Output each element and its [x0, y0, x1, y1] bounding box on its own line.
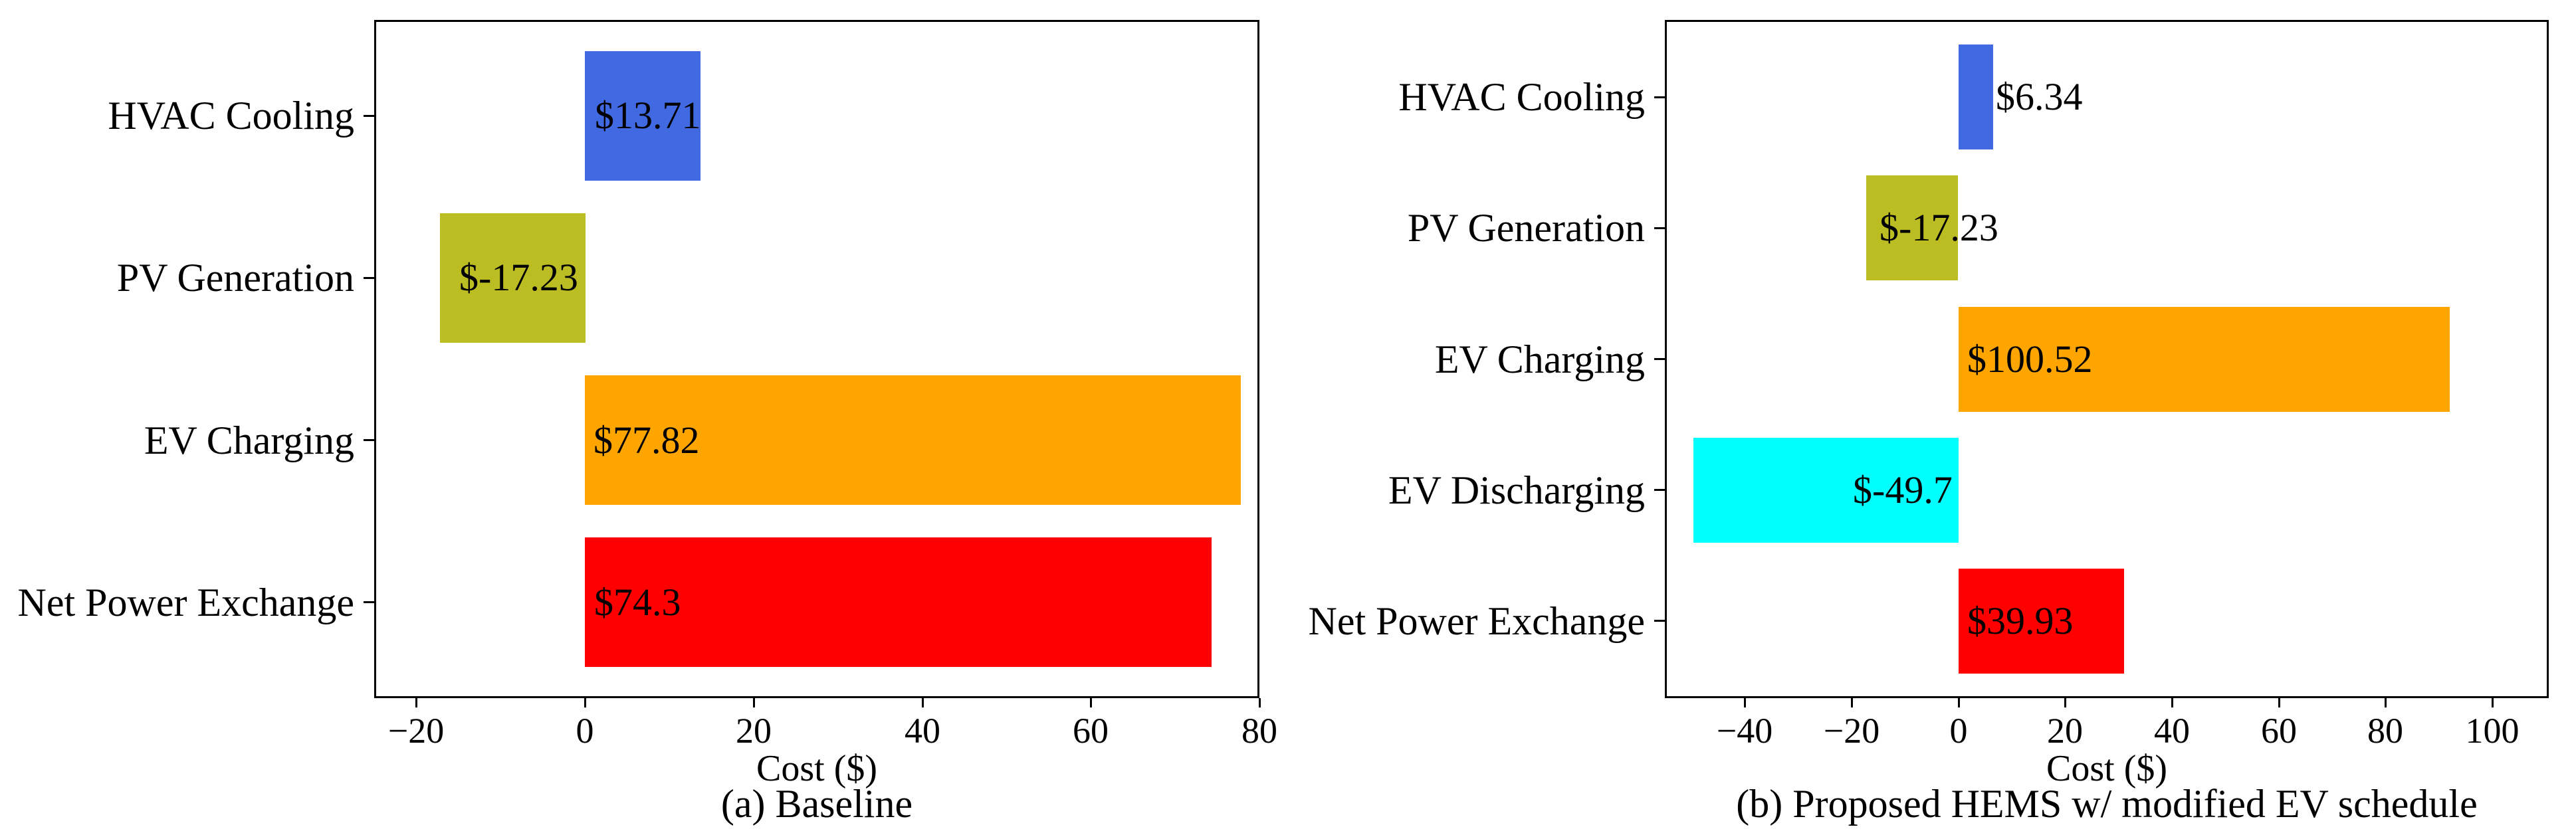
y-category-label: PV Generation: [116, 256, 354, 300]
bar-value-label: $-17.23: [1879, 206, 1998, 250]
bar-pv-generation: [439, 213, 586, 343]
x-tick-label: 40: [2154, 711, 2190, 751]
x-tick-mark: [1089, 698, 1092, 707]
y-tick-mark: [1654, 96, 1665, 98]
y-category-label: EV Charging: [144, 418, 354, 462]
chart-caption-baseline: (a) Baseline: [720, 782, 913, 826]
y-tick-mark: [364, 439, 374, 442]
y-category-label: HVAC Cooling: [108, 94, 354, 138]
y-category-label: EV Charging: [1434, 337, 1645, 381]
y-category-label: Net Power Exchange: [17, 580, 354, 624]
x-tick-label: 20: [736, 711, 772, 751]
x-tick-mark: [2278, 698, 2280, 707]
y-tick-mark: [364, 276, 374, 279]
x-tick-label: 40: [905, 711, 940, 751]
x-tick-mark: [752, 698, 755, 707]
bar-net-power-exchange: [585, 537, 1212, 667]
x-tick-label: −20: [387, 711, 445, 751]
bar-value-label: $-49.7: [1853, 468, 1953, 512]
axes-box-chart-0: [374, 20, 1259, 698]
x-tick-mark: [1743, 698, 1746, 707]
y-category-label: Net Power Exchange: [1308, 599, 1645, 643]
x-tick-label: −20: [1823, 711, 1880, 751]
x-tick-mark: [415, 698, 417, 707]
bar-value-label: $-17.23: [459, 256, 578, 300]
bar-ev-charging: [1958, 307, 2450, 412]
x-tick-label: 80: [1241, 711, 1277, 751]
y-tick-mark: [1654, 620, 1665, 622]
y-tick-mark: [364, 114, 374, 117]
bar-ev-charging: [585, 375, 1241, 505]
bar-value-label: $77.82: [593, 418, 700, 462]
bar-value-label: $39.93: [1967, 599, 2074, 642]
x-tick-label: 60: [2261, 711, 2297, 751]
y-category-label: HVAC Cooling: [1398, 75, 1645, 120]
bar-hvac-cooling: [1958, 45, 1993, 149]
y-tick-mark: [1654, 227, 1665, 229]
x-tick-mark: [1850, 698, 1853, 707]
y-category-label: EV Discharging: [1388, 468, 1645, 512]
x-tick-label: 80: [2367, 711, 2403, 751]
bar-hvac-cooling: [585, 51, 701, 181]
x-tick-label: −40: [1716, 711, 1773, 751]
x-tick-label: 0: [576, 711, 594, 751]
x-tick-label: 100: [2465, 711, 2520, 751]
x-tick-label: 0: [1949, 711, 1968, 751]
x-tick-mark: [584, 698, 586, 707]
x-tick-mark: [2171, 698, 2173, 707]
x-axis-label-baseline: Cost ($): [756, 748, 877, 789]
x-axis-label-proposed: Cost ($): [2046, 748, 2167, 789]
bar-net-power-exchange: [1958, 569, 2124, 674]
y-category-label: PV Generation: [1407, 206, 1645, 250]
x-tick-mark: [2064, 698, 2066, 707]
y-tick-mark: [364, 601, 374, 604]
x-tick-label: 20: [2047, 711, 2083, 751]
x-tick-mark: [1957, 698, 1960, 707]
x-tick-mark: [2491, 698, 2494, 707]
chart-caption-proposed: (b) Proposed HEMS w/ modified EV schedul…: [1736, 782, 2478, 826]
y-tick-mark: [1654, 489, 1665, 492]
x-tick-mark: [2384, 698, 2387, 707]
x-tick-label: 60: [1073, 711, 1109, 751]
bar-value-label: $100.52: [1967, 337, 2093, 381]
bar-ev-discharging: [1693, 438, 1959, 543]
axes-box-chart-1: [1665, 20, 2549, 698]
x-tick-mark: [1258, 698, 1261, 707]
bar-value-label: $74.3: [594, 580, 681, 624]
y-tick-mark: [1654, 358, 1665, 360]
bar-value-label: $6.34: [1996, 75, 2083, 119]
x-tick-mark: [921, 698, 924, 707]
bar-pv-generation: [1866, 175, 1959, 280]
bar-value-label: $13.71: [595, 94, 701, 138]
